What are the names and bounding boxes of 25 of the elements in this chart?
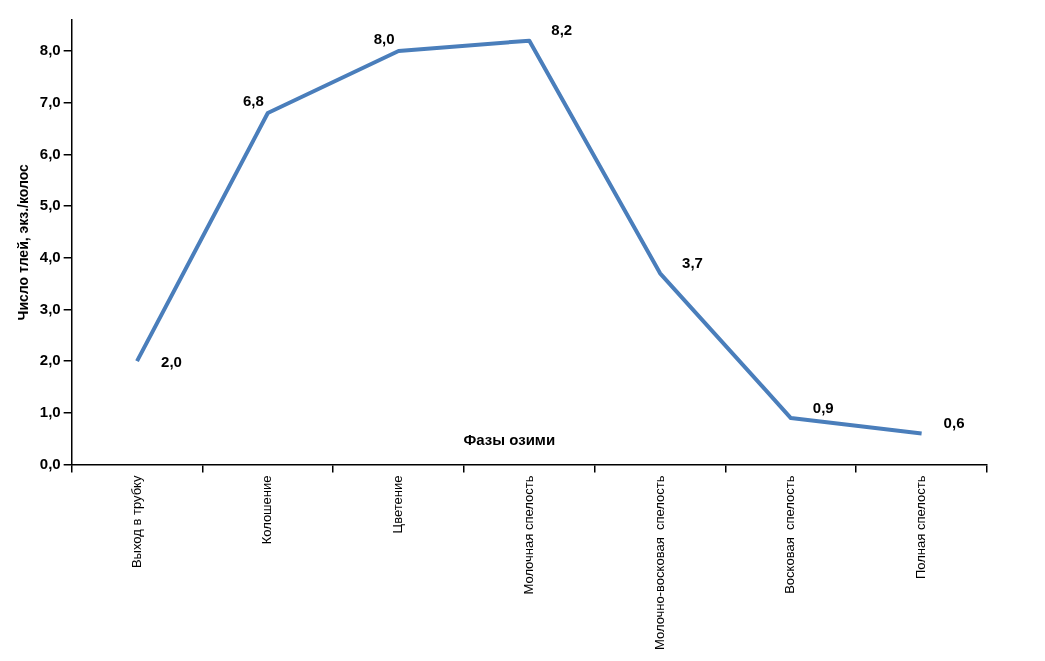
data-label: 6,8 [242, 91, 264, 109]
y-tick-label: 0,0 [39, 454, 61, 472]
data-label: 2,0 [161, 353, 182, 371]
y-tick-label: 6,0 [39, 144, 61, 162]
y-axis-title: Число тлей, экз./колос [15, 163, 32, 321]
y-tick-label: 4,0 [39, 247, 61, 265]
y-tick-label: 3,0 [39, 299, 61, 317]
data-label: 8,0 [373, 29, 395, 47]
x-tick-label: Цветение [390, 475, 406, 534]
x-axis-title: Фазы озими [463, 430, 556, 448]
x-tick-label: Выход в трубку [128, 475, 144, 569]
x-tick-label: Восковая спелость [782, 475, 798, 594]
x-tick-label: Молочно-восковая спелость [651, 475, 667, 651]
y-tick-label: 2,0 [39, 351, 61, 369]
data-label: 0,6 [943, 414, 965, 432]
data-label: 8,2 [551, 21, 573, 39]
x-tick-label: Молочная спелость [520, 475, 536, 595]
y-tick-label: 5,0 [39, 196, 61, 214]
data-label: 0,9 [812, 398, 834, 416]
y-tick-label: 8,0 [39, 41, 61, 59]
x-tick-label: Колошение [259, 475, 275, 545]
data-label: 3,7 [682, 253, 703, 271]
y-tick-label: 7,0 [39, 92, 61, 110]
y-tick-label: 1,0 [39, 403, 61, 421]
x-tick-label: Полная спелость [913, 475, 929, 580]
